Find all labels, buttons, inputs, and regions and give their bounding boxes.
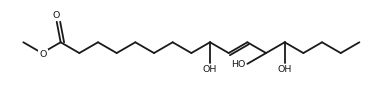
Text: HO: HO <box>231 60 245 69</box>
Text: OH: OH <box>277 65 292 74</box>
Text: OH: OH <box>203 65 217 74</box>
Text: O: O <box>52 11 59 20</box>
Text: O: O <box>39 50 46 58</box>
